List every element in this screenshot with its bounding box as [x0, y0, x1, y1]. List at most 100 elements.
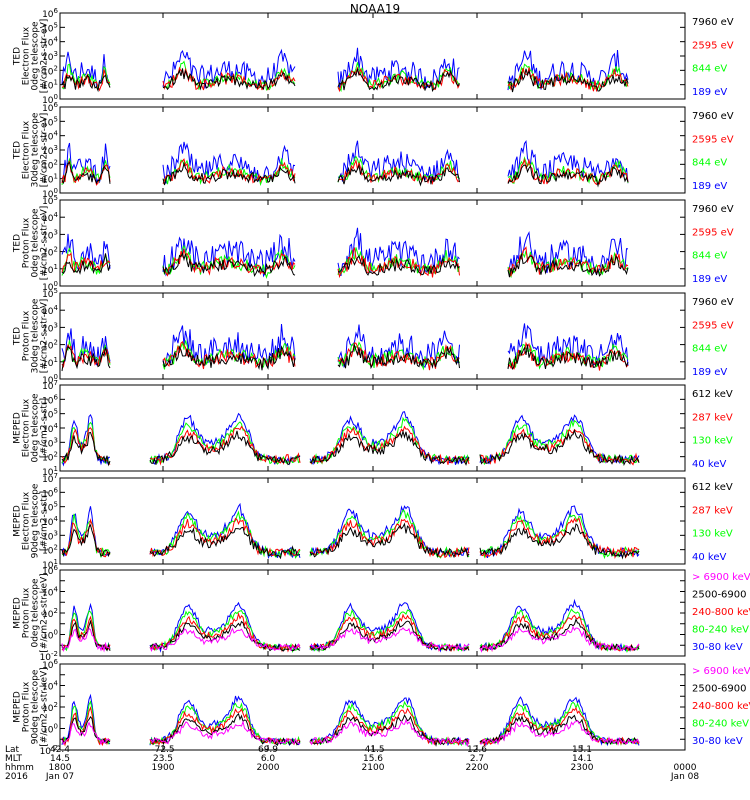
time-axis-tick-label: 15.6 — [363, 754, 383, 764]
time-axis-tick-label: 14.1 — [572, 754, 592, 764]
y-axis-label: MEPEDElectron Flux0deg telescope[#/cm2-s… — [13, 393, 50, 463]
y-axis-label: TEDProton Flux30deg telescope[#/cm2-s-st… — [13, 298, 50, 373]
y-tick-label: 102 — [42, 246, 58, 259]
y-tick-label: 106 — [42, 393, 58, 406]
series-trace — [61, 340, 629, 371]
series-trace — [61, 425, 640, 466]
y-tick-label: 105 — [42, 21, 58, 34]
legend-entry: 7960 eV — [692, 204, 734, 215]
series-trace — [61, 66, 629, 93]
legend-entry: 30-80 keV — [692, 642, 743, 653]
y-tick-label: 104 — [42, 130, 58, 143]
legend-entry: 240-800 keV — [692, 701, 750, 712]
y-axis-label: TEDProton Flux0deg telescope[#/cm2-s-str… — [13, 206, 50, 281]
series-trace — [61, 428, 640, 467]
legend-entry: 844 eV — [692, 251, 727, 262]
y-tick-label: 102 — [42, 339, 58, 352]
panel-frame — [59, 106, 686, 194]
series-trace — [61, 608, 640, 653]
y-tick-label: 106 — [42, 658, 58, 671]
time-axis-tick-label: 69.9 — [258, 745, 278, 755]
series-trace — [61, 246, 629, 279]
series-trace — [61, 155, 629, 187]
y-tick-label: 100 — [42, 629, 58, 642]
y-tick-label: 103 — [42, 228, 58, 241]
legend-entry: 189 eV — [692, 367, 727, 378]
legend-entry: 7960 eV — [692, 297, 734, 308]
legend-entry: 844 eV — [692, 158, 727, 169]
y-tick-label: 104 — [42, 422, 58, 435]
y-tick-label: 107 — [42, 379, 58, 392]
y-tick-label: 102 — [42, 451, 58, 464]
time-axis-tick-label: -72.5 — [151, 745, 174, 755]
y-tick-label: 106 — [42, 7, 58, 20]
legend-entry: 612 keV — [692, 482, 733, 493]
time-axis-row-label: hhmm — [5, 763, 34, 773]
time-axis-tick-label: 2.7 — [470, 754, 484, 764]
time-axis-row-label: Lat — [5, 745, 20, 755]
y-tick-label: 102 — [42, 607, 58, 620]
y-tick-label: 102 — [42, 158, 58, 171]
y-tick-label: 100 — [42, 723, 58, 736]
series-trace — [61, 522, 640, 560]
time-axis-tick-label: 2100 — [362, 763, 385, 773]
y-tick-label: 100 — [42, 187, 58, 200]
y-axis-label: MEPEDProton Flux90deg telescope[#/cm2-s-… — [13, 667, 50, 746]
y-tick-label: 102 — [42, 64, 58, 77]
time-axis-tick-label: -41.5 — [361, 745, 384, 755]
time-axis-tick-label: 23.5 — [153, 754, 173, 764]
y-tick-label: 104 — [42, 586, 58, 599]
time-axis-tick-label: 42.4 — [50, 745, 70, 755]
y-tick-label: 101 — [42, 558, 58, 571]
series-trace — [61, 251, 629, 278]
legend-entry: 130 keV — [692, 529, 733, 540]
legend-entry: 130 keV — [692, 436, 733, 447]
time-axis-tick-label: Jan 08 — [670, 772, 699, 782]
series-trace — [61, 712, 640, 747]
y-tick-label: 103 — [42, 144, 58, 157]
legend-entry: 2500-6900 — [692, 590, 747, 601]
legend-entry: 2595 eV — [692, 320, 734, 331]
series-trace — [61, 323, 629, 369]
y-tick-label: 100 — [42, 93, 58, 106]
panel-frame — [59, 663, 686, 751]
y-tick-label: 106 — [42, 564, 58, 577]
y-tick-label: 105 — [42, 115, 58, 128]
series-trace — [61, 340, 629, 371]
y-tick-label: 101 — [42, 356, 58, 369]
y-axis-label: MEPEDProton Flux0deg telescope[#/cm2-s-s… — [13, 573, 50, 652]
time-axis-tick-label: Jan 07 — [45, 772, 74, 782]
y-tick-label: 103 — [42, 321, 58, 334]
y-tick-label: 100 — [42, 373, 58, 386]
y-tick-label: 105 — [42, 408, 58, 421]
series-trace — [61, 517, 640, 560]
time-axis-tick-label: 2000 — [257, 763, 280, 773]
series-trace — [61, 617, 640, 653]
legend-entry: 2595 eV — [692, 40, 734, 51]
y-tick-label: 107 — [42, 472, 58, 485]
y-tick-label: 103 — [42, 529, 58, 542]
legend-entry: 612 keV — [692, 389, 733, 400]
legend-entry: 7960 eV — [692, 17, 734, 28]
time-axis-tick-label: 12.6 — [467, 745, 487, 755]
y-tick-label: 106 — [42, 101, 58, 114]
legend-entry: 2595 eV — [692, 134, 734, 145]
y-tick-label: 102 — [42, 701, 58, 714]
y-tick-label: 104 — [42, 515, 58, 528]
y-axis-label: TEDElectron Flux30deg telescope[#/cm2-s-… — [13, 112, 50, 187]
y-tick-label: 101 — [42, 465, 58, 478]
series-trace — [61, 509, 640, 560]
legend-entry: 7960 eV — [692, 111, 734, 122]
y-tick-label: 101 — [42, 79, 58, 92]
legend-entry: 2500-6900 — [692, 684, 747, 695]
y-tick-label: 10-2 — [40, 744, 58, 757]
time-axis-tick-label: 15.1 — [572, 745, 592, 755]
series-trace — [61, 47, 629, 91]
y-tick-label: 105 — [42, 194, 58, 207]
series-trace — [61, 706, 640, 748]
y-tick-label: 104 — [42, 36, 58, 49]
y-tick-label: 104 — [42, 211, 58, 224]
y-tick-label: 104 — [42, 304, 58, 317]
legend-entry: 40 keV — [692, 552, 726, 563]
series-trace — [61, 598, 640, 653]
